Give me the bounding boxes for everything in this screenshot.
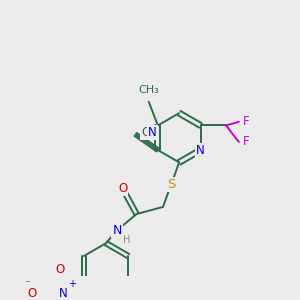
Text: C: C bbox=[141, 126, 149, 139]
Text: F: F bbox=[243, 135, 250, 148]
Text: N: N bbox=[112, 224, 122, 237]
Text: ⁻: ⁻ bbox=[24, 279, 30, 289]
Text: F: F bbox=[243, 115, 250, 128]
Text: H: H bbox=[123, 235, 131, 245]
Text: S: S bbox=[167, 178, 175, 191]
Text: O: O bbox=[55, 263, 64, 276]
Text: O: O bbox=[118, 182, 128, 195]
Text: CH₃: CH₃ bbox=[138, 85, 159, 95]
Text: +: + bbox=[68, 279, 76, 289]
Text: N: N bbox=[59, 287, 68, 300]
Text: N: N bbox=[148, 126, 157, 139]
Text: N: N bbox=[196, 144, 205, 157]
Text: O: O bbox=[28, 287, 37, 300]
